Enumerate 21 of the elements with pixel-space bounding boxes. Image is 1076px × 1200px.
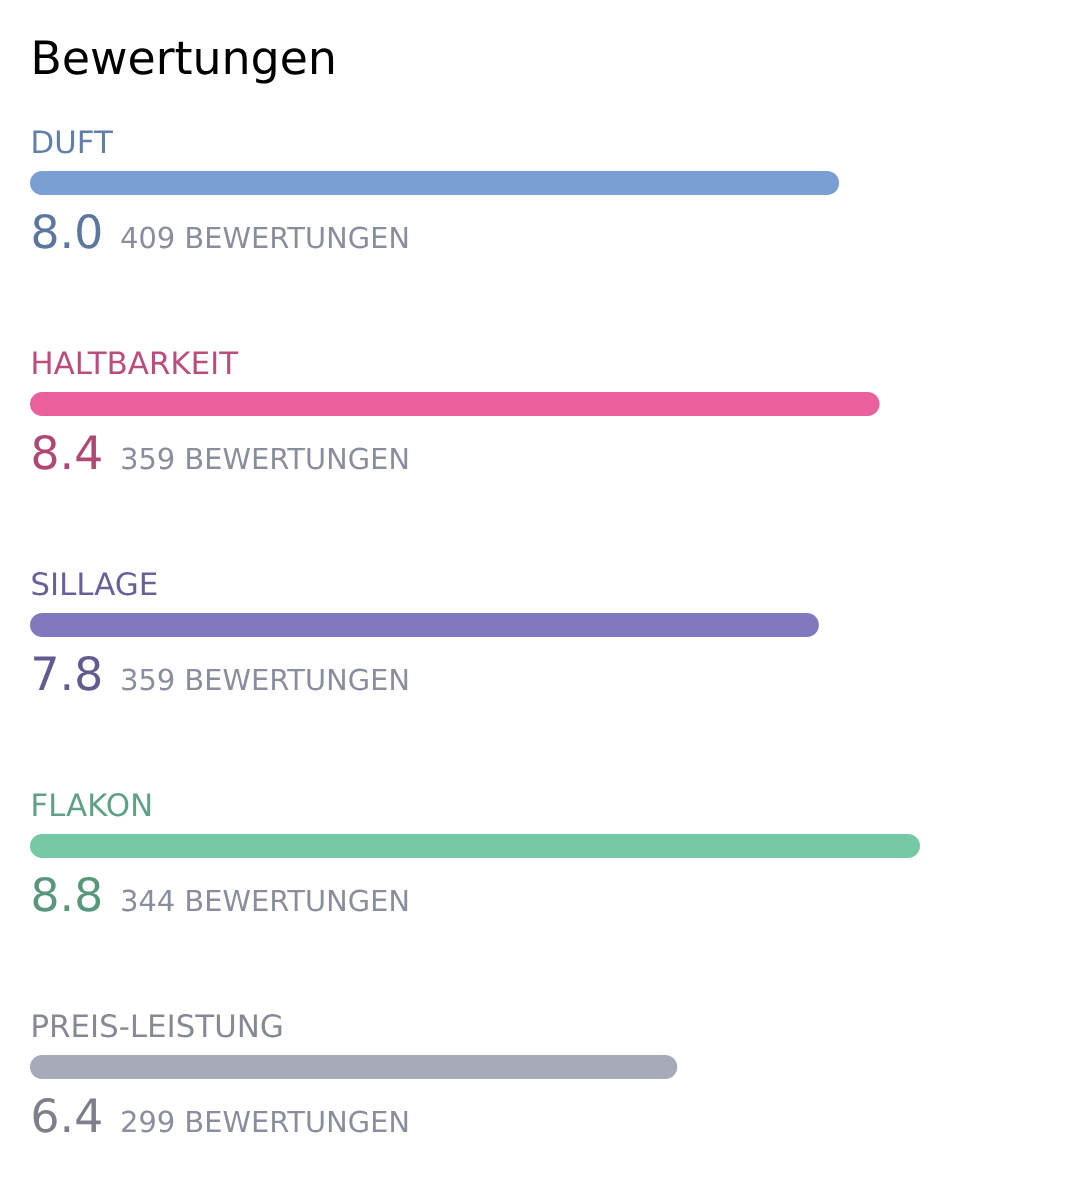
annotation: 359 BEWERTUNGEN — [122, 447, 408, 470]
annotation: 409 BEWERTUNGEN — [121, 226, 408, 249]
bar — [30, 834, 920, 859]
data-label: 7.8 — [34, 655, 101, 691]
bar — [30, 1055, 678, 1080]
bar — [30, 171, 840, 196]
y-tick-label: DUFT — [33, 130, 113, 154]
bar — [30, 392, 880, 417]
chart-title: Bewertungen — [34, 40, 334, 84]
y-tick-label: FLAKON — [33, 793, 151, 817]
data-label: 8.0 — [33, 213, 101, 249]
y-tick-label: SILLAGE — [32, 572, 157, 596]
annotation: 344 BEWERTUNGEN — [122, 889, 408, 912]
y-tick-label: PREIS-LEISTUNG — [33, 1014, 282, 1038]
data-label: 8.4 — [33, 434, 101, 470]
annotation: 359 BEWERTUNGEN — [122, 668, 408, 691]
annotation: 299 BEWERTUNGEN — [122, 1110, 408, 1133]
data-label: 6.4 — [33, 1097, 101, 1133]
data-label: 8.8 — [33, 876, 101, 912]
bar — [30, 613, 819, 638]
y-tick-label: HALTBARKEIT — [33, 351, 239, 375]
